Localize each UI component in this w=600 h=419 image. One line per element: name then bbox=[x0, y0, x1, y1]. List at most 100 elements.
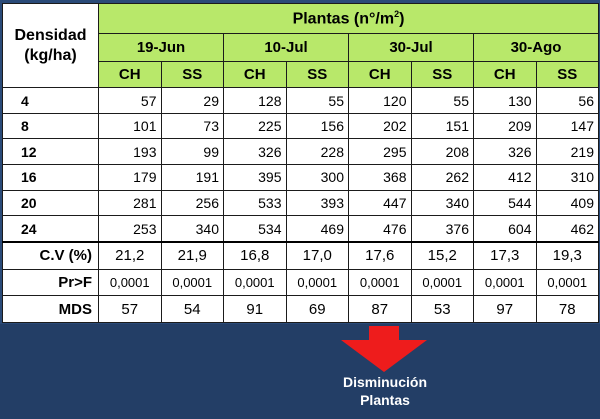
stat-cell: 16,8 bbox=[223, 240, 287, 270]
table-cell: 128 bbox=[223, 87, 287, 114]
table-row: 8 101 73 225 156 202 151 209 147 bbox=[2, 112, 599, 140]
table-cell: 256 bbox=[160, 189, 224, 217]
table-cell: 57 bbox=[98, 87, 162, 114]
table-cell: 604 bbox=[473, 215, 537, 243]
stat-cell: 0,0001 bbox=[160, 268, 224, 297]
stat-cell: 21,9 bbox=[160, 240, 224, 270]
stat-cell: 19,3 bbox=[535, 240, 599, 270]
stat-cell: 53 bbox=[410, 295, 474, 323]
stat-cell: 78 bbox=[535, 295, 599, 323]
stat-cell: 91 bbox=[223, 295, 287, 323]
table-cell: 340 bbox=[160, 215, 224, 243]
table-cell: 56 bbox=[535, 87, 599, 114]
date-header: 30-Jul bbox=[348, 32, 474, 62]
density-label: 20 bbox=[2, 189, 99, 217]
table-cell: 147 bbox=[535, 112, 599, 140]
caption-line2: Plantas bbox=[360, 392, 410, 408]
sub-header: SS bbox=[410, 60, 474, 89]
table-row: 24 253 340 534 469 476 376 604 462 bbox=[2, 215, 599, 243]
stat-cell: 54 bbox=[160, 295, 224, 323]
stat-cell: 0,0001 bbox=[473, 268, 537, 297]
table-cell: 395 bbox=[223, 164, 287, 191]
table-cell: 533 bbox=[223, 189, 287, 217]
density-label: 16 bbox=[2, 164, 99, 191]
stat-row: C.V (%) 21,2 21,9 16,8 17,0 17,6 15,2 17,3 19,3 bbox=[2, 240, 599, 270]
table-cell: 326 bbox=[473, 138, 537, 166]
table-row: 20 281 256 533 393 447 340 544 409 bbox=[2, 189, 599, 217]
table-title-close: ) bbox=[399, 10, 405, 28]
down-arrow-icon bbox=[341, 326, 427, 372]
date-header: 10-Jul bbox=[223, 32, 349, 62]
stat-cell: 87 bbox=[348, 295, 412, 323]
table-cell: 228 bbox=[285, 138, 349, 166]
table-title-text: Plantas (n°/m bbox=[292, 10, 395, 28]
stat-cell: 17,6 bbox=[348, 240, 412, 270]
stat-label: MDS bbox=[2, 295, 99, 323]
table-cell: 534 bbox=[223, 215, 287, 243]
table-cell: 193 bbox=[98, 138, 162, 166]
stat-cell: 0,0001 bbox=[410, 268, 474, 297]
stat-cell: 57 bbox=[98, 295, 162, 323]
table-cell: 225 bbox=[223, 112, 287, 140]
stat-cell: 0,0001 bbox=[535, 268, 599, 297]
stat-cell: 17,3 bbox=[473, 240, 537, 270]
table-cell: 55 bbox=[410, 87, 474, 114]
table-cell: 156 bbox=[285, 112, 349, 140]
table-row: 16 179 191 395 300 368 262 412 310 bbox=[2, 164, 599, 191]
table-cell: 253 bbox=[98, 215, 162, 243]
table-cell: 29 bbox=[160, 87, 224, 114]
table-cell: 219 bbox=[535, 138, 599, 166]
density-label: 4 bbox=[2, 87, 99, 114]
stat-cell: 0,0001 bbox=[285, 268, 349, 297]
table-cell: 368 bbox=[348, 164, 412, 191]
stat-cell: 0,0001 bbox=[98, 268, 162, 297]
table-title-sup: 2 bbox=[394, 8, 400, 19]
stat-cell: 69 bbox=[285, 295, 349, 323]
table-cell: 55 bbox=[285, 87, 349, 114]
table-cell: 73 bbox=[160, 112, 224, 140]
stat-cell: 0,0001 bbox=[223, 268, 287, 297]
table-cell: 99 bbox=[160, 138, 224, 166]
table-cell: 262 bbox=[410, 164, 474, 191]
density-label: 24 bbox=[2, 215, 99, 243]
table-title: Plantas (n°/m2) bbox=[98, 3, 599, 34]
stat-cell: 97 bbox=[473, 295, 537, 323]
table-cell: 281 bbox=[98, 189, 162, 217]
stat-label: C.V (%) bbox=[2, 240, 99, 270]
table-row: 4 57 29 128 55 120 55 130 56 bbox=[2, 87, 599, 114]
table-cell: 412 bbox=[473, 164, 537, 191]
date-header: 30-Ago bbox=[473, 32, 599, 62]
caption: Disminución Plantas bbox=[330, 373, 440, 409]
table-cell: 340 bbox=[410, 189, 474, 217]
table-cell: 209 bbox=[473, 112, 537, 140]
density-header-line1: Densidad bbox=[14, 26, 87, 44]
sub-header: CH bbox=[223, 60, 287, 89]
sub-header: CH bbox=[98, 60, 162, 89]
table-row: 12 193 99 326 228 295 208 326 219 bbox=[2, 138, 599, 166]
table-cell: 208 bbox=[410, 138, 474, 166]
sub-header: SS bbox=[160, 60, 224, 89]
stat-row: Pr>F 0,0001 0,0001 0,0001 0,0001 0,0001 0,0001… bbox=[2, 268, 599, 297]
density-header-line2: (kg/ha) bbox=[24, 46, 77, 64]
density-label: 8 bbox=[2, 112, 99, 140]
density-header: Densidad (kg/ha) bbox=[2, 2, 99, 89]
table-cell: 120 bbox=[348, 87, 412, 114]
table-cell: 130 bbox=[473, 87, 537, 114]
sub-header: SS bbox=[535, 60, 599, 89]
table-cell: 295 bbox=[348, 138, 412, 166]
table-cell: 462 bbox=[535, 215, 599, 243]
stat-cell: 0,0001 bbox=[348, 268, 412, 297]
table-cell: 476 bbox=[348, 215, 412, 243]
table-cell: 409 bbox=[535, 189, 599, 217]
density-label: 12 bbox=[2, 138, 99, 166]
sub-header: SS bbox=[285, 60, 349, 89]
stat-cell: 17,0 bbox=[285, 240, 349, 270]
table-cell: 179 bbox=[98, 164, 162, 191]
plants-table: Densidad (kg/ha) Plantas (n°/m2) 19-Jun … bbox=[2, 2, 599, 323]
table-cell: 447 bbox=[348, 189, 412, 217]
sub-header: CH bbox=[473, 60, 537, 89]
table-cell: 310 bbox=[535, 164, 599, 191]
stat-cell: 21,2 bbox=[98, 240, 162, 270]
table-cell: 326 bbox=[223, 138, 287, 166]
caption-line1: Disminución bbox=[342, 374, 427, 390]
